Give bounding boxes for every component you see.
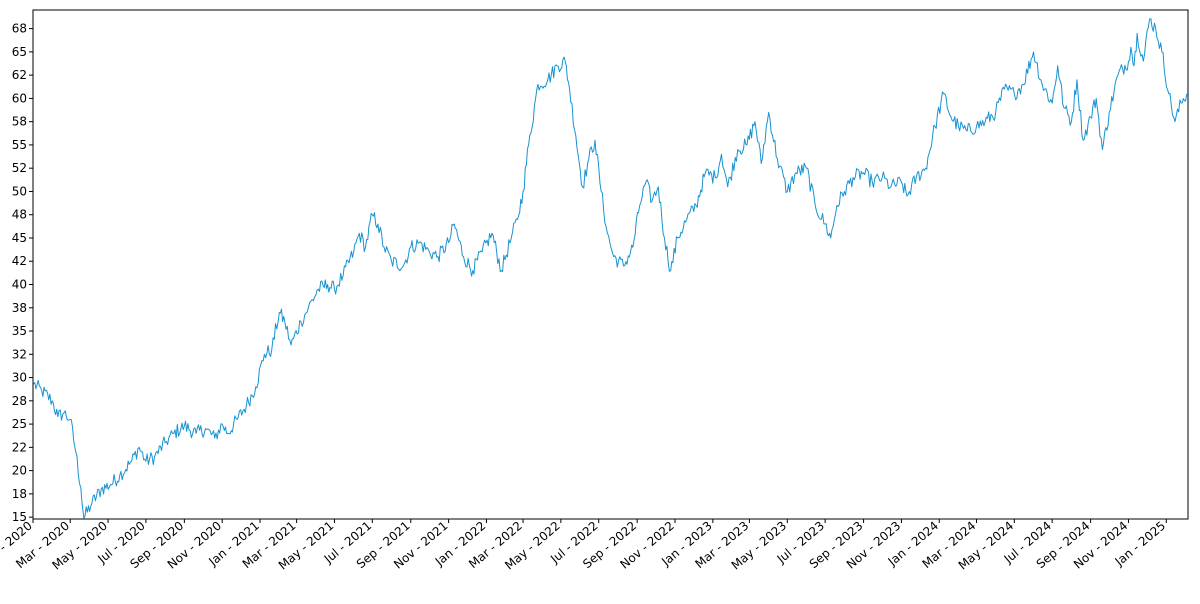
y-tick-label: 18 <box>12 487 27 501</box>
y-tick-label: 55 <box>12 138 27 152</box>
y-tick-label: 35 <box>12 324 27 338</box>
y-tick-label: 40 <box>12 278 27 292</box>
y-tick-label: 45 <box>12 231 27 245</box>
y-tick-label: 52 <box>12 161 27 175</box>
y-tick-label: 22 <box>12 440 27 454</box>
y-axis: 15 18 20 22 25 28 30 32 35 38 40 42 45 48 50 52 55 58 60 62… <box>12 22 33 524</box>
y-tick-label: 15 <box>12 510 27 524</box>
plot-area <box>33 18 1188 519</box>
y-tick-label: 60 <box>12 91 27 105</box>
y-tick-label: 38 <box>12 301 27 315</box>
series-line <box>33 18 1188 519</box>
y-tick-label: 30 <box>12 371 27 385</box>
y-tick-label: 50 <box>12 184 27 198</box>
plot-frame <box>32 9 1189 520</box>
y-tick-label: 28 <box>12 394 27 408</box>
y-tick-label: 20 <box>12 464 27 478</box>
y-tick-label: 25 <box>12 417 27 431</box>
y-tick-label: 62 <box>12 68 27 82</box>
y-tick-label: 65 <box>12 45 27 59</box>
y-tick-label: 68 <box>12 22 27 36</box>
y-tick-label: 48 <box>12 208 27 222</box>
y-tick-label: 58 <box>12 115 27 129</box>
y-tick-label: 32 <box>12 347 27 361</box>
y-tick-label: 42 <box>12 254 27 268</box>
